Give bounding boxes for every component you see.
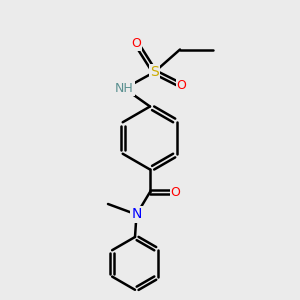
Text: O: O (171, 185, 180, 199)
Text: O: O (177, 79, 186, 92)
Text: N: N (131, 208, 142, 221)
Text: O: O (132, 37, 141, 50)
Text: S: S (150, 65, 159, 79)
Text: NH: NH (115, 82, 134, 95)
